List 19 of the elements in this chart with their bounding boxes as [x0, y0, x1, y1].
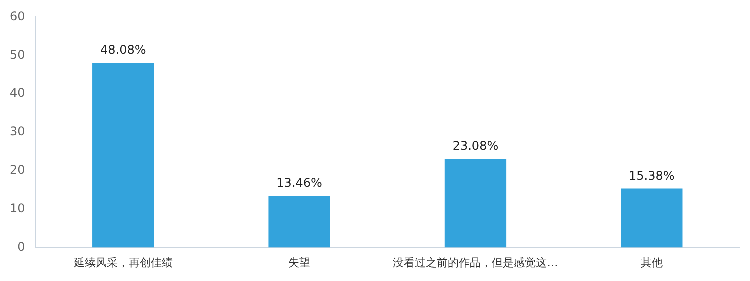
- data-label: 48.08%: [100, 43, 146, 58]
- y-tick-label: 40: [10, 86, 26, 100]
- y-tick-label: 20: [10, 163, 26, 178]
- bar: [268, 196, 330, 248]
- data-label: 15.38%: [629, 168, 675, 183]
- y-tick-label: 0: [18, 240, 26, 254]
- y-tick-label: 30: [10, 124, 26, 139]
- bar: [621, 188, 683, 248]
- bar: [92, 63, 154, 248]
- x-tick-label: 延续风采，再创佳绩: [72, 256, 173, 270]
- x-tick-label: 失望: [288, 256, 311, 270]
- data-label: 23.08%: [452, 139, 499, 154]
- x-tick-label: 没看过之前的作品，但是感觉这…: [393, 256, 558, 270]
- x-tick-label: 其他: [640, 256, 663, 270]
- y-tick-label: 60: [10, 9, 26, 24]
- y-tick-label: 50: [10, 48, 26, 62]
- bar: [444, 159, 507, 248]
- y-tick-label: 10: [10, 201, 26, 216]
- data-label: 13.46%: [276, 176, 322, 190]
